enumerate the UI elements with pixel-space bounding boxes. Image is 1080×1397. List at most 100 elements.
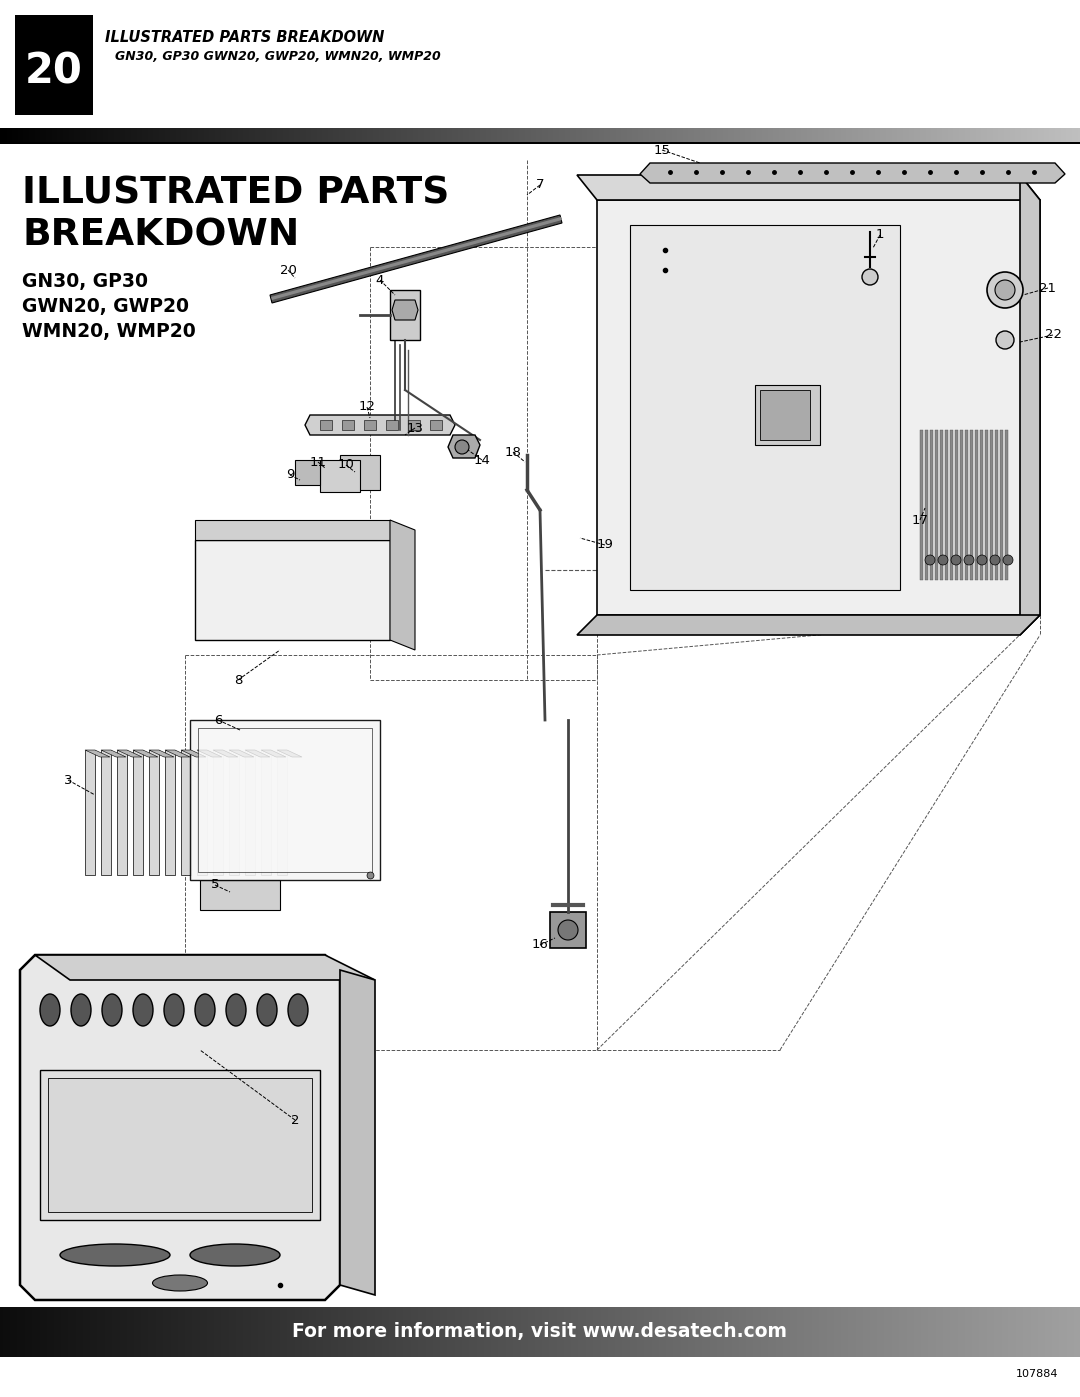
Text: 6: 6 xyxy=(214,714,222,726)
Text: 2: 2 xyxy=(291,1113,299,1126)
Polygon shape xyxy=(340,970,375,1295)
Polygon shape xyxy=(970,430,973,580)
Polygon shape xyxy=(85,750,110,757)
Text: 4: 4 xyxy=(376,274,384,286)
Polygon shape xyxy=(342,420,354,430)
Polygon shape xyxy=(940,430,943,580)
Polygon shape xyxy=(935,430,939,580)
Polygon shape xyxy=(133,750,158,757)
Polygon shape xyxy=(229,750,254,757)
Polygon shape xyxy=(924,430,928,580)
Text: 16: 16 xyxy=(531,939,549,951)
Polygon shape xyxy=(305,415,455,434)
Polygon shape xyxy=(40,1070,320,1220)
Ellipse shape xyxy=(164,995,184,1025)
Ellipse shape xyxy=(288,995,308,1025)
Text: 107884: 107884 xyxy=(1015,1369,1058,1379)
Polygon shape xyxy=(340,455,380,490)
Polygon shape xyxy=(975,430,978,580)
Circle shape xyxy=(951,555,961,564)
Text: 7: 7 xyxy=(536,179,544,191)
Bar xyxy=(0,141,1080,144)
Text: 10: 10 xyxy=(338,458,354,472)
Polygon shape xyxy=(149,750,174,757)
Polygon shape xyxy=(930,430,933,580)
Polygon shape xyxy=(181,750,191,875)
Polygon shape xyxy=(261,750,271,875)
Text: GN30, GP30 GWN20, GWP20, WMN20, WMP20: GN30, GP30 GWN20, GWP20, WMN20, WMP20 xyxy=(114,50,441,63)
Polygon shape xyxy=(276,750,302,757)
Circle shape xyxy=(558,921,578,940)
Polygon shape xyxy=(195,541,390,640)
Polygon shape xyxy=(149,750,159,875)
Polygon shape xyxy=(133,750,143,875)
Polygon shape xyxy=(165,750,190,757)
Text: 1: 1 xyxy=(876,229,885,242)
Polygon shape xyxy=(48,1078,312,1213)
Text: 3: 3 xyxy=(64,774,72,787)
Text: 21: 21 xyxy=(1039,282,1056,295)
Ellipse shape xyxy=(152,1275,207,1291)
Circle shape xyxy=(977,555,987,564)
Bar xyxy=(15,15,93,115)
Circle shape xyxy=(995,279,1015,300)
Polygon shape xyxy=(577,615,1040,636)
Polygon shape xyxy=(550,912,586,949)
Circle shape xyxy=(990,555,1000,564)
Ellipse shape xyxy=(40,995,60,1025)
Polygon shape xyxy=(392,300,418,320)
Polygon shape xyxy=(198,728,372,872)
Polygon shape xyxy=(276,750,287,875)
Text: ILLUSTRATED PARTS BREAKDOWN: ILLUSTRATED PARTS BREAKDOWN xyxy=(105,31,384,46)
Polygon shape xyxy=(390,291,420,339)
Circle shape xyxy=(455,440,469,454)
Ellipse shape xyxy=(71,995,91,1025)
Polygon shape xyxy=(320,460,360,492)
Polygon shape xyxy=(102,750,111,875)
Polygon shape xyxy=(985,430,988,580)
Text: GN30, GP30: GN30, GP30 xyxy=(22,272,148,291)
Text: 17: 17 xyxy=(912,514,929,527)
Text: 11: 11 xyxy=(310,455,326,468)
Polygon shape xyxy=(920,430,923,580)
Polygon shape xyxy=(197,750,222,757)
Polygon shape xyxy=(117,750,127,875)
Ellipse shape xyxy=(133,995,153,1025)
Polygon shape xyxy=(386,420,399,430)
Polygon shape xyxy=(640,163,1065,183)
Text: 18: 18 xyxy=(504,446,522,458)
Polygon shape xyxy=(295,460,320,485)
Text: 8: 8 xyxy=(233,673,242,686)
Ellipse shape xyxy=(60,1243,170,1266)
Ellipse shape xyxy=(195,995,215,1025)
Polygon shape xyxy=(21,956,340,1301)
Polygon shape xyxy=(197,750,207,875)
Polygon shape xyxy=(181,750,206,757)
Text: 20: 20 xyxy=(25,52,83,94)
Ellipse shape xyxy=(102,995,122,1025)
Polygon shape xyxy=(200,880,280,909)
Polygon shape xyxy=(448,434,480,458)
Polygon shape xyxy=(390,520,415,650)
Text: GWN20, GWP20: GWN20, GWP20 xyxy=(22,298,189,316)
Polygon shape xyxy=(995,430,998,580)
Polygon shape xyxy=(1000,430,1003,580)
Polygon shape xyxy=(270,215,562,303)
Polygon shape xyxy=(597,200,1040,615)
Polygon shape xyxy=(117,750,141,757)
Text: ILLUSTRATED PARTS: ILLUSTRATED PARTS xyxy=(22,175,449,211)
Text: 5: 5 xyxy=(211,879,219,891)
Ellipse shape xyxy=(190,1243,280,1266)
Polygon shape xyxy=(630,225,900,590)
Polygon shape xyxy=(760,390,810,440)
Polygon shape xyxy=(190,719,380,880)
Text: 14: 14 xyxy=(473,454,490,467)
Polygon shape xyxy=(85,750,95,875)
Text: 22: 22 xyxy=(1044,328,1062,341)
Polygon shape xyxy=(35,956,375,981)
Text: 15: 15 xyxy=(653,144,671,156)
Ellipse shape xyxy=(257,995,276,1025)
Ellipse shape xyxy=(226,995,246,1025)
Polygon shape xyxy=(1020,175,1040,636)
Text: 12: 12 xyxy=(359,401,376,414)
